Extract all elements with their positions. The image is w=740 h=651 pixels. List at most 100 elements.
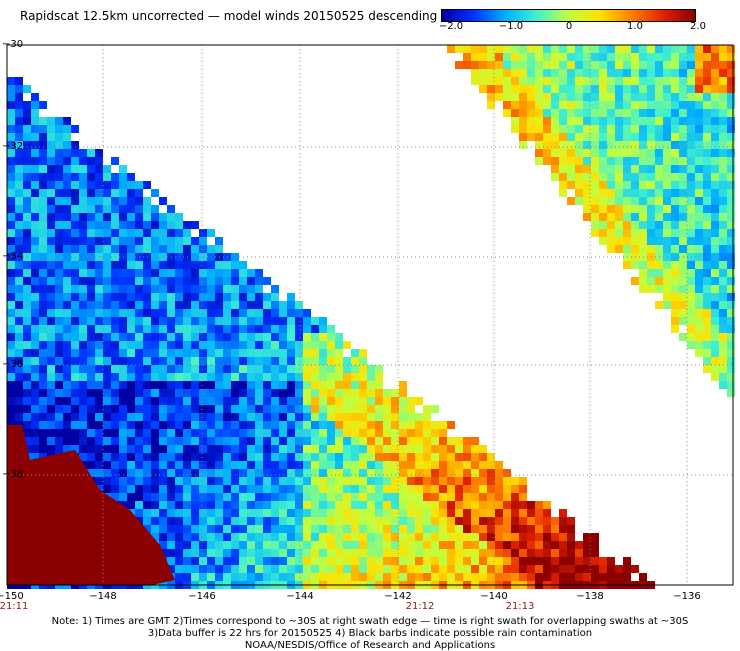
data-cell [367,501,375,509]
data-cell [263,533,271,541]
data-cell [727,77,735,85]
data-cell [567,125,575,133]
data-cell [39,117,47,125]
data-cell [687,109,695,117]
data-cell [199,437,207,445]
data-cell [167,437,175,445]
data-cell [623,141,631,149]
data-cell [567,557,575,565]
data-cell [383,389,391,397]
data-cell [271,509,279,517]
data-cell [47,405,55,413]
data-cell [191,501,199,509]
data-cell [687,117,695,125]
data-cell [159,325,167,333]
data-cell [151,381,159,389]
data-cell [159,493,167,501]
data-cell [583,213,591,221]
data-cell [359,373,367,381]
data-cell [191,493,199,501]
data-cell [543,117,551,125]
data-cell [63,213,71,221]
data-cell [7,237,15,245]
data-cell [111,277,119,285]
data-cell [215,269,223,277]
data-cell [647,45,655,53]
data-cell [295,317,303,325]
data-cell [367,365,375,373]
data-cell [255,565,263,573]
data-cell [23,85,31,93]
data-cell [127,381,135,389]
data-cell [655,173,663,181]
data-cell [183,245,191,253]
data-cell [55,373,63,381]
data-cell [223,365,231,373]
data-cell [391,453,399,461]
data-cell [167,373,175,381]
data-cell [55,277,63,285]
data-cell [303,509,311,517]
data-cell [591,165,599,173]
data-cell [719,221,727,229]
data-cell [727,189,735,197]
data-cell [15,373,23,381]
data-cell [511,117,519,125]
data-cell [271,365,279,373]
data-cell [703,245,711,253]
data-cell [47,317,55,325]
data-cell [231,317,239,325]
data-cell [215,509,223,517]
data-cell [295,389,303,397]
data-cell [127,197,135,205]
data-cell [407,501,415,509]
data-cell [295,341,303,349]
data-cell [495,541,503,549]
data-cell [71,389,79,397]
data-cell [535,549,543,557]
data-cell [263,325,271,333]
data-cell [55,437,63,445]
data-cell [119,373,127,381]
data-cell [671,85,679,93]
data-cell [591,109,599,117]
data-cell [399,573,407,581]
data-cell [55,333,63,341]
data-cell [15,277,23,285]
data-cell [711,373,719,381]
data-cell [719,317,727,325]
data-cell [79,309,87,317]
data-cell [231,469,239,477]
data-cell [23,357,31,365]
data-cell [111,469,119,477]
data-cells [7,45,735,589]
data-cell [95,269,103,277]
data-cell [95,461,103,469]
data-cell [671,261,679,269]
data-cell [63,277,71,285]
data-cell [103,189,111,197]
data-cell [31,269,39,277]
data-cell [199,453,207,461]
data-cell [79,221,87,229]
data-cell [695,349,703,357]
data-cell [23,221,31,229]
data-cell [583,85,591,93]
data-cell [599,213,607,221]
data-cell [287,533,295,541]
data-cell [215,445,223,453]
data-cell [367,453,375,461]
data-cell [151,261,159,269]
data-cell [679,165,687,173]
data-cell [511,509,519,517]
data-cell [319,509,327,517]
data-cell [447,493,455,501]
data-cell [111,341,119,349]
data-cell [655,285,663,293]
data-cell [455,485,463,493]
data-cell [199,469,207,477]
data-cell [71,189,79,197]
data-cell [679,69,687,77]
data-cell [711,213,719,221]
data-cell [231,517,239,525]
